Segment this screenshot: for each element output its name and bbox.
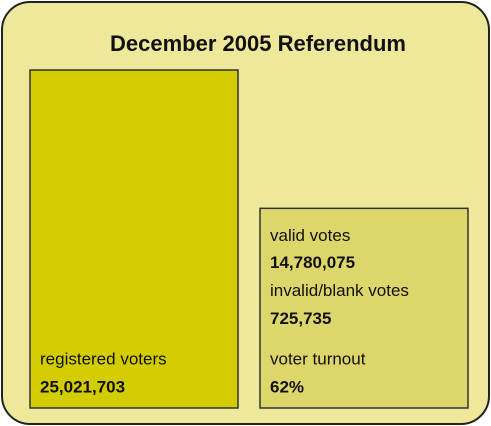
chart-title: December 2005 Referendum <box>110 31 406 56</box>
annotation-label: invalid/blank votes <box>270 281 409 300</box>
annotation-value: 62% <box>270 377 304 396</box>
category-label: valid votes <box>270 226 350 245</box>
annotation-value: 725,735 <box>270 309 331 328</box>
annotation-label: voter turnout <box>270 349 366 368</box>
value-label: 14,780,075 <box>270 253 355 272</box>
bar <box>259 207 469 409</box>
bar <box>29 69 239 409</box>
category-label: registered voters <box>40 349 167 368</box>
value-label: 25,021,703 <box>40 377 125 396</box>
